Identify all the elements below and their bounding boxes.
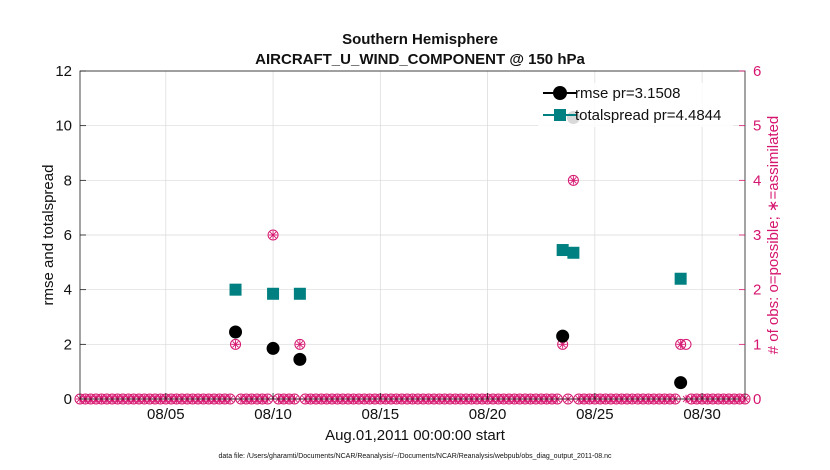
obs-assimilated-marker	[569, 176, 578, 185]
legend: rmse pr=3.1508 totalspread pr=4.4844	[538, 83, 733, 127]
x-axis-ticks: 08/05 08/10 08/15 08/20 08/25 08/30	[147, 393, 721, 423]
x-tick-label: 08/05	[147, 406, 185, 423]
y-tick-label-left: 6	[64, 227, 72, 244]
y-axis-left-label: rmse and totalspread	[40, 165, 57, 306]
obs-assimilated-marker	[268, 230, 278, 240]
obs-possible-marker	[675, 338, 687, 350]
y-tick-label-left: 12	[55, 63, 72, 80]
rmse-point	[674, 376, 688, 390]
y-tick-label-left: 4	[64, 282, 72, 299]
rmse-point	[293, 352, 307, 366]
totalspread-point	[556, 244, 569, 257]
x-tick-label: 08/15	[362, 406, 400, 423]
y-tick-label-right: 0	[753, 391, 761, 408]
obs-assimilated-marker	[231, 340, 240, 349]
y-axis-right-ticks: 0 1 2 3 4 5 6	[739, 63, 761, 408]
obs-assimilated-marker	[295, 340, 305, 349]
legend-rmse-marker	[553, 86, 567, 100]
y-tick-label-right: 1	[753, 336, 761, 353]
x-tick-label: 08/25	[576, 406, 614, 423]
legend-rmse-label: rmse pr=3.1508	[575, 85, 680, 102]
chart-title-line1: Southern Hemisphere	[342, 31, 498, 48]
totalspread-point	[267, 287, 280, 300]
y-tick-label-left: 8	[64, 172, 72, 189]
y-tick-label-right: 5	[753, 118, 761, 135]
rmse-point	[229, 325, 243, 339]
totalspread-point	[567, 246, 580, 259]
y-tick-label-right: 2	[753, 282, 761, 299]
x-axis-label: Aug.01,2011 00:00:00 start	[325, 427, 506, 444]
obs-possible-marker	[230, 338, 242, 350]
y-tick-label-right: 4	[753, 172, 761, 189]
totalspread-point	[229, 283, 242, 296]
y-axis-left-ticks: 0 2 4 6 8 10 12	[55, 63, 86, 408]
rmse-point	[556, 329, 570, 343]
y-tick-label-left: 2	[64, 336, 72, 353]
y-tick-label-right: 6	[753, 63, 761, 80]
chart-title-line2: AIRCRAFT_U_WIND_COMPONENT @ 150 hPa	[255, 51, 585, 68]
obs-possible-marker	[567, 174, 579, 186]
x-tick-label: 08/20	[469, 406, 507, 423]
obs-possible-marker	[267, 229, 279, 241]
data-file-footnote: data file: /Users/gharamti/Documents/NCA…	[218, 453, 612, 460]
data-series	[229, 110, 688, 390]
legend-box	[538, 83, 733, 127]
obs-assimilated-marker	[676, 340, 685, 349]
legend-totalspread-marker	[554, 109, 566, 121]
y-tick-label-left: 0	[64, 391, 72, 408]
totalspread-point	[293, 287, 306, 300]
y-tick-label-right: 3	[753, 227, 761, 244]
legend-totalspread-label: totalspread pr=4.4844	[575, 107, 721, 124]
x-tick-label: 08/10	[254, 406, 292, 423]
x-tick-label: 08/30	[683, 406, 721, 423]
totalspread-point	[674, 272, 687, 285]
obs-possible-marker	[294, 338, 306, 350]
y-tick-label-left: 10	[55, 118, 72, 135]
y-axis-right-label: # of obs: o=possible; ∗=assimilated	[765, 116, 782, 355]
rmse-point	[266, 341, 280, 355]
